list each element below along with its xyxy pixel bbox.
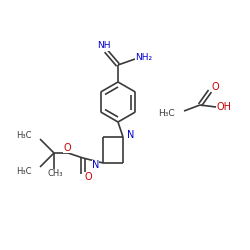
Text: H₃C: H₃C [158, 108, 175, 118]
Text: NH: NH [97, 42, 111, 50]
Text: O: O [211, 82, 219, 92]
Text: N: N [92, 160, 99, 170]
Text: OH: OH [216, 102, 232, 112]
Text: N: N [127, 130, 134, 140]
Text: H₃C: H₃C [16, 166, 32, 175]
Text: H₃C: H₃C [16, 130, 32, 140]
Text: CH₃: CH₃ [47, 170, 63, 178]
Text: O: O [63, 143, 71, 153]
Text: O: O [84, 172, 92, 182]
Text: NH₂: NH₂ [136, 52, 152, 62]
